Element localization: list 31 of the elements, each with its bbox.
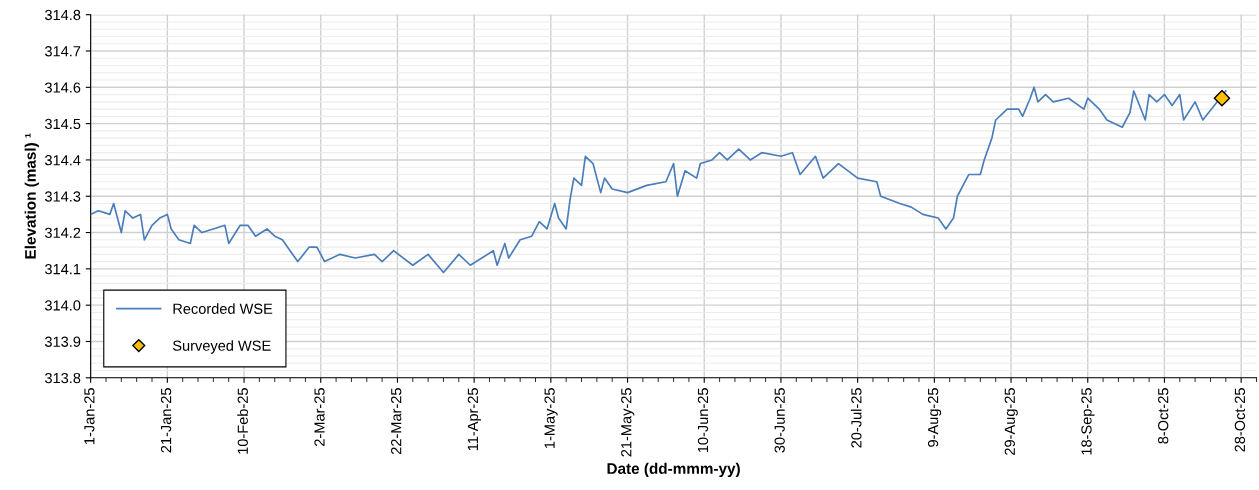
- y-tick-label: 314.6: [44, 82, 81, 93]
- x-tick-label: 22-Mar-25: [391, 388, 402, 455]
- x-tick-label: 9-Aug-25: [927, 388, 942, 447]
- x-axis-title: Date (dd-mmm-yy): [607, 462, 740, 478]
- y-tick-label: 313.8: [44, 372, 81, 384]
- x-tick-label: 20-Jul-25: [850, 388, 862, 448]
- x-tick-label: 10-Feb-25: [237, 388, 248, 454]
- x-tick-label: 10-Jun-25: [697, 388, 709, 453]
- x-tick-label: 1-May-25: [544, 388, 558, 448]
- x-tick-label: 30-Jun-25: [774, 388, 785, 453]
- y-tick-label: 314.4: [44, 155, 81, 166]
- legend-label: Surveyed WSE: [172, 340, 271, 354]
- x-tick-label: 8-Oct-25: [1158, 388, 1169, 444]
- x-tick-label: 2-Mar-25: [314, 388, 325, 446]
- x-tick-label: 28-Oct-25: [1234, 388, 1246, 452]
- x-tick-label: 11-Apr-25: [467, 388, 481, 451]
- y-axis-title: Elevation (masl) ¹: [24, 133, 39, 259]
- x-tick-label: 18-Sep-25: [1081, 388, 1095, 455]
- x-tick-label: 29-Aug-25: [1004, 388, 1018, 455]
- y-tick-label: 314.0: [44, 300, 81, 311]
- y-tick-label: 314.3: [44, 191, 81, 202]
- y-tick-label: 314.5: [44, 118, 81, 130]
- y-tick-label: 314.7: [44, 46, 81, 57]
- y-tick-label: 314.2: [44, 227, 81, 238]
- y-tick-label: 314.8: [44, 9, 81, 21]
- y-tick-label: 313.9: [44, 336, 81, 347]
- y-tick-label: 314.1: [44, 263, 81, 275]
- legend-label: Recorded WSE: [173, 303, 273, 314]
- x-tick-label: 21-Jan-25: [160, 388, 172, 453]
- x-tick-label: 21-May-25: [621, 388, 635, 457]
- x-tick-label: 1-Jan-25: [84, 388, 95, 444]
